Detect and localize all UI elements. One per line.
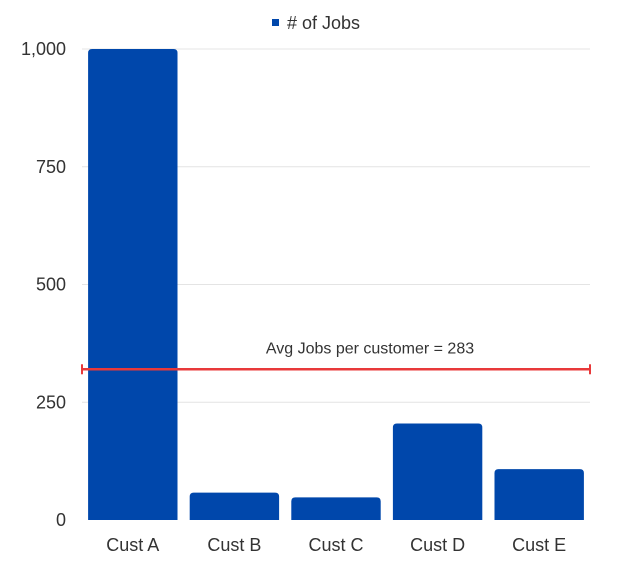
- x-tick-label: Cust D: [410, 535, 465, 555]
- y-tick-label: 250: [36, 392, 66, 412]
- average-line-group: Avg Jobs per customer = 283: [81, 340, 591, 375]
- y-axis-ticks: 0 250 500 750 1,000: [21, 39, 66, 530]
- y-tick-label: 0: [56, 510, 66, 530]
- legend: # of Jobs: [272, 13, 360, 33]
- bar-cust-d: [392, 423, 483, 520]
- bar-cust-a: [88, 49, 178, 520]
- x-tick-label: Cust A: [106, 535, 159, 555]
- y-tick-label: 500: [36, 275, 66, 295]
- legend-label: # of Jobs: [287, 13, 360, 33]
- legend-swatch: [272, 19, 279, 26]
- x-tick-label: Cust E: [512, 535, 566, 555]
- bar-cust-e: [494, 469, 584, 520]
- bar-cust-b: [189, 492, 280, 520]
- y-tick-label: 1,000: [21, 39, 66, 59]
- y-tick-label: 750: [36, 157, 66, 177]
- bar-cust-c: [291, 497, 381, 520]
- x-tick-label: Cust B: [207, 535, 261, 555]
- x-axis-ticks: Cust A Cust B Cust C Cust D Cust E: [106, 535, 566, 555]
- bars: [88, 49, 584, 520]
- average-line-label: Avg Jobs per customer = 283: [266, 340, 474, 357]
- x-tick-label: Cust C: [308, 535, 363, 555]
